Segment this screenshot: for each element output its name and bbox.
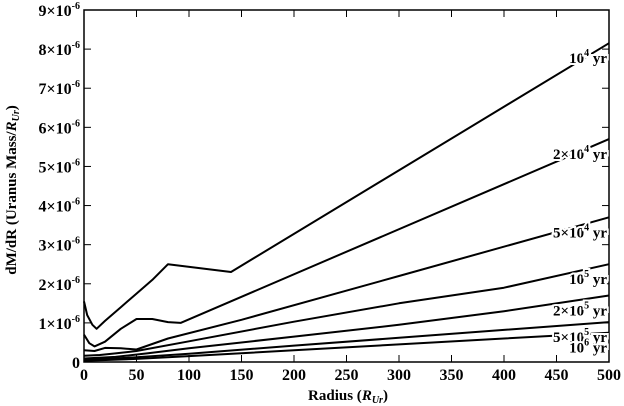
x-tick-label: 100 — [177, 367, 201, 384]
curve-label: 104 yr — [569, 48, 607, 67]
y-tick-label: 8×10-6 — [39, 40, 80, 59]
x-axis-title: Radius (RUr) — [308, 388, 388, 406]
series-line — [83, 216, 610, 352]
y-tick-label: 7×10-6 — [39, 79, 80, 98]
curve-label: 105 yr — [569, 269, 607, 288]
x-tick-label: 350 — [440, 367, 464, 384]
y-tick-label: 9×10-6 — [39, 1, 80, 20]
x-tick-label: 200 — [282, 367, 306, 384]
x-tick-label: 250 — [335, 367, 359, 384]
curve-label: 2×104 yr — [553, 144, 607, 163]
series-line — [83, 294, 610, 360]
x-tick-label: 300 — [387, 367, 411, 384]
x-tick-label: 0 — [80, 367, 88, 384]
plot-area — [83, 9, 610, 363]
curve-label: 5×104 yr — [553, 222, 607, 241]
x-tick-label: 450 — [545, 367, 569, 384]
plot-frame — [83, 9, 610, 363]
curve-labels: 104 yr 2×104 yr 5×104 yr 105 yr 2×105 yr 5×10… — [551, 46, 609, 358]
y-tick-label: 6×10-6 — [39, 118, 80, 137]
series-line — [83, 321, 610, 361]
series-lines — [83, 42, 610, 362]
x-tick-label: 400 — [492, 367, 516, 384]
x-tick-label: 500 — [597, 367, 621, 384]
curve-label: 106 yr — [569, 338, 607, 357]
y-tick-label: 5×10-6 — [39, 157, 80, 176]
y-tick-label: 4×10-6 — [39, 197, 80, 216]
series-line — [83, 42, 610, 330]
y-tick-label: 0 — [72, 355, 80, 372]
y-tick-label: 1×10-6 — [39, 314, 80, 333]
y-tick-label: 3×10-6 — [39, 236, 80, 255]
series-line — [83, 138, 610, 348]
curve-label: 5×105 yr — [553, 327, 607, 346]
series-line — [83, 331, 610, 362]
x-tick-label: 50 — [129, 367, 145, 384]
series-line — [83, 263, 610, 357]
y-axis-title: dM/dR (Uranus Mass/RUr) — [4, 105, 22, 275]
axis-ticks: 0 50 100 150 200 250 300 350 400 450 500 0 1×10-6 2×1… — [39, 1, 621, 384]
curve-label: 2×105 yr — [553, 301, 607, 320]
x-tick-label: 150 — [230, 367, 254, 384]
y-tick-label: 2×10-6 — [39, 275, 80, 294]
